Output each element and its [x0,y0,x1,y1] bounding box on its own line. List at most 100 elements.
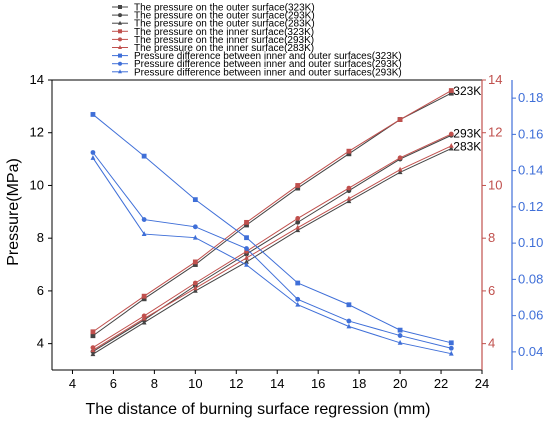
data-point [192,224,198,230]
x-tick-label: 22 [434,376,448,391]
data-point [90,329,96,335]
legend-label: Pressure difference between inner and ou… [134,59,402,70]
data-point [118,53,122,58]
data-point [244,222,249,228]
data-point [397,333,403,338]
y-right1-tick-label: 6 [488,283,495,298]
y-left-tick-label: 14 [30,72,44,87]
y-left-tick-label: 10 [30,177,44,192]
x-tick-label: 20 [393,376,407,391]
data-point [295,301,301,307]
data-point [346,185,352,191]
x-tick-label: 18 [352,376,366,391]
data-point [448,350,454,356]
plot-series [90,88,454,357]
series-outer-3 [90,145,454,357]
y-left-tick-label: 6 [37,283,44,298]
legend-item: The pressure on the inner surface(283K) [112,43,314,54]
y-left-tick-label: 12 [30,125,44,140]
data-point [448,145,454,151]
series-inner-6 [90,143,454,353]
series-inner-5 [90,131,454,350]
series-diff-8 [90,150,454,351]
data-point [244,235,249,241]
data-point [118,29,122,34]
series-outer-2 [90,132,454,354]
series-line [92,114,452,344]
x-tick-label: 14 [270,376,284,391]
end-label: 323K [453,84,481,98]
legend-label: The pressure on the outer surface(323K) [134,3,315,14]
data-point [346,318,352,324]
x-tick-label: 12 [229,376,243,391]
data-point [295,224,301,230]
data-point [192,234,198,240]
y-right2-tick-label: 0.06 [518,308,543,323]
x-tick-label: 8 [151,376,158,391]
data-point [141,319,147,325]
data-point [244,255,249,260]
series-line [92,157,452,355]
data-point [192,285,198,291]
y-right2-tick-label: 0.16 [518,126,543,141]
x-tick-label: 10 [188,376,202,391]
axes: 4 6 8 10 12 14 16 18 20 22 24 4 6 8 10 12 14 4 6 8 10 12 14 0.0… [30,72,544,391]
data-point [295,219,301,225]
end-label: 283K [453,140,481,154]
y-right1-tick-label: 14 [488,72,502,87]
legend-item: The pressure on the outer surface(293K) [112,11,315,22]
legend-label: The pressure on the outer surface(293K) [134,11,315,22]
data-point [397,327,403,333]
data-point [90,351,96,357]
series-diff-9 [90,155,454,356]
y-right2-tick-label: 0.08 [518,271,543,286]
x-tick-label: 16 [311,376,325,391]
data-point [244,246,249,251]
legend-item: The pressure on the inner surface(293K) [112,35,314,46]
legend-item: Pressure difference between inner and ou… [112,67,402,78]
y-right1-tick-label: 10 [488,177,502,192]
data-point [192,280,198,286]
series-line [92,134,452,352]
data-point [90,112,96,117]
legend-label: Pressure difference between inner and ou… [134,67,402,78]
data-point [118,5,122,9]
data-point [397,155,403,161]
data-point [448,143,454,148]
data-point [118,37,122,42]
data-point [295,216,301,221]
data-point [118,45,122,49]
series-inner-4 [90,88,454,335]
data-point [90,333,96,339]
y-right1-tick-label: 12 [488,125,502,140]
legend-item: Pressure difference between inner and ou… [112,59,402,70]
data-point [192,262,198,267]
legend-item: Pressure difference between inner and ou… [112,51,402,62]
data-point [295,227,301,233]
legend-label: The pressure on the outer surface(283K) [134,19,315,30]
y-left-tick-label: 4 [37,336,44,351]
series-line [92,152,452,349]
legend-item: The pressure on the outer surface(283K) [112,19,315,30]
data-point [244,219,249,225]
data-point [397,339,403,345]
x-tick-label: 24 [475,376,489,391]
data-point [448,340,454,346]
series-line [92,148,452,355]
data-point [397,117,403,122]
data-point [295,185,301,191]
y-right2-tick-label: 0.18 [518,90,543,105]
data-point [90,150,96,155]
y-left-tick-label: 8 [37,230,44,245]
series-line [92,90,452,333]
data-point [448,90,454,96]
data-point [192,288,198,293]
data-point [118,69,122,74]
series-line [92,145,452,351]
data-point [141,153,147,159]
data-point [192,259,198,265]
series-outer-1 [90,90,454,339]
